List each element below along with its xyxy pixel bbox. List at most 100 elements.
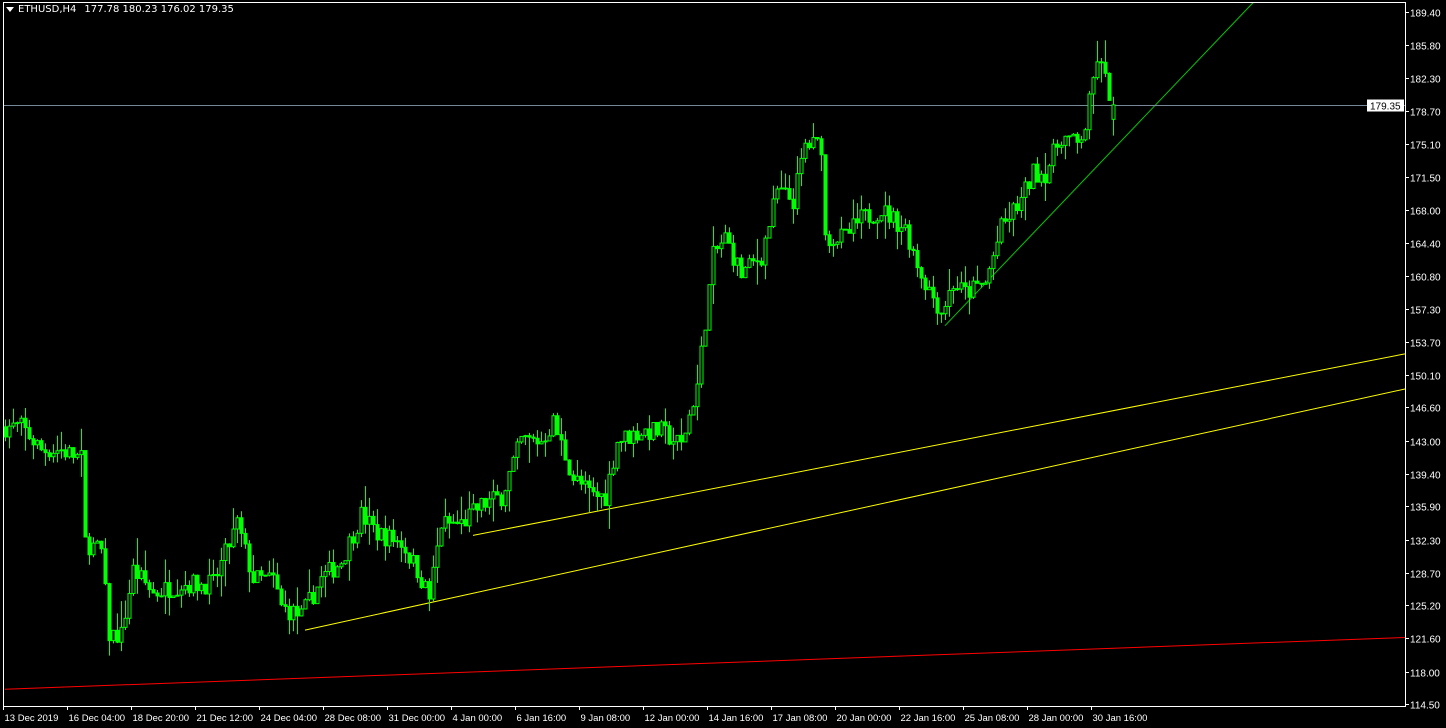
candle-body	[707, 284, 712, 331]
candle-body	[171, 595, 176, 599]
candle-body	[443, 516, 448, 529]
candle-body	[275, 574, 280, 590]
candle-body	[1059, 144, 1064, 148]
candle-body	[247, 543, 252, 573]
x-tick-label: 24 Dec 04:00	[261, 713, 318, 724]
candle-body	[331, 561, 336, 578]
candle-body	[235, 517, 240, 530]
candle-body	[187, 584, 192, 594]
candle-body	[511, 456, 516, 472]
candle-body	[227, 543, 232, 548]
candle-body	[571, 474, 576, 481]
x-tick-label: 14 Jan 16:00	[709, 713, 764, 724]
trendline-0[interactable]	[4, 636, 1405, 690]
candle-body	[663, 421, 668, 427]
y-tick-label: 182.30	[1410, 75, 1441, 86]
candle-body	[943, 305, 948, 315]
candle-body	[427, 581, 432, 600]
candle-body	[151, 589, 156, 594]
candle-body	[743, 266, 748, 279]
candle-body	[283, 604, 288, 607]
candle-body	[779, 187, 784, 190]
x-tick-label: 22 Jan 16:00	[901, 713, 956, 724]
candle-body	[107, 583, 112, 642]
x-tick-label: 17 Jan 08:00	[773, 713, 828, 724]
candle-body	[99, 540, 104, 550]
candle-body	[991, 255, 996, 270]
candle-body	[575, 475, 580, 481]
candle-body	[687, 414, 692, 434]
candle-body	[51, 452, 56, 458]
candle-body	[123, 617, 128, 628]
candle-body	[447, 516, 452, 524]
candle-body	[947, 290, 952, 307]
candle-body	[879, 215, 884, 222]
candle-body	[351, 536, 356, 544]
candle-body	[547, 435, 552, 442]
candle-body	[803, 142, 808, 159]
y-tick-label: 114.50	[1410, 701, 1440, 712]
candle-body	[999, 218, 1004, 243]
candle-body	[1023, 181, 1028, 198]
candle-body	[139, 570, 144, 579]
candle-body	[111, 629, 116, 642]
chart-title: ETHUSD,H4 177.78 180.23 176.02 179.35	[6, 4, 234, 15]
candle-body	[1095, 61, 1100, 79]
candle-body	[719, 242, 724, 250]
bid-price-box	[1367, 99, 1404, 112]
candle-body	[147, 582, 152, 591]
candle-body	[755, 260, 760, 263]
candle-body	[239, 517, 244, 534]
y-tick-label: 139.40	[1410, 471, 1441, 482]
candle-body	[867, 209, 872, 223]
candle-body	[159, 595, 164, 598]
trendline-1[interactable]	[472, 353, 1405, 536]
candle-body	[883, 205, 888, 217]
x-tick-label: 9 Jan 08:00	[581, 713, 631, 724]
candle-body	[367, 515, 372, 525]
candle-body	[463, 519, 468, 527]
candle-body	[379, 528, 384, 541]
x-tick-label: 16 Dec 04:00	[69, 713, 126, 724]
candle-body	[487, 498, 492, 508]
candle-body	[79, 450, 84, 456]
candle-body	[699, 345, 704, 385]
candle-body	[967, 286, 972, 298]
candle-body	[843, 228, 848, 231]
x-tick-label: 4 Jan 00:00	[453, 713, 503, 724]
candle-body	[299, 608, 304, 617]
candle-body	[1015, 203, 1020, 212]
candle-body	[739, 257, 744, 279]
candle-body	[887, 205, 892, 223]
candle-body	[391, 529, 396, 543]
triangle-down-icon[interactable]	[6, 7, 14, 12]
candle-body	[983, 282, 988, 285]
candle-body	[875, 220, 880, 224]
candle-body	[711, 245, 716, 286]
bid-price-label: 179.35	[1370, 102, 1401, 113]
candle-body	[211, 573, 216, 576]
candle-body	[955, 288, 960, 291]
candle-body	[1091, 77, 1096, 95]
candle-body	[899, 227, 904, 232]
candle-body	[835, 241, 840, 245]
candle-body	[67, 447, 72, 458]
candle-body	[923, 277, 928, 291]
candle-body	[627, 430, 632, 444]
candle-body	[243, 532, 248, 545]
candle-body	[799, 157, 804, 175]
candle-body	[363, 506, 368, 525]
trendline-2[interactable]	[304, 388, 1405, 631]
candle-body	[95, 540, 100, 544]
candle-body	[395, 540, 400, 543]
candle-body	[827, 234, 832, 247]
ohlc-readout: 177.78 180.23 176.02 179.35	[84, 4, 234, 15]
candle-body	[519, 435, 524, 443]
trendline-3[interactable]	[944, 2, 1254, 327]
candle-body	[715, 245, 720, 250]
candle-body	[455, 521, 460, 525]
candle-body	[975, 280, 980, 284]
candle-body	[1083, 129, 1088, 141]
candle-body	[579, 475, 584, 485]
